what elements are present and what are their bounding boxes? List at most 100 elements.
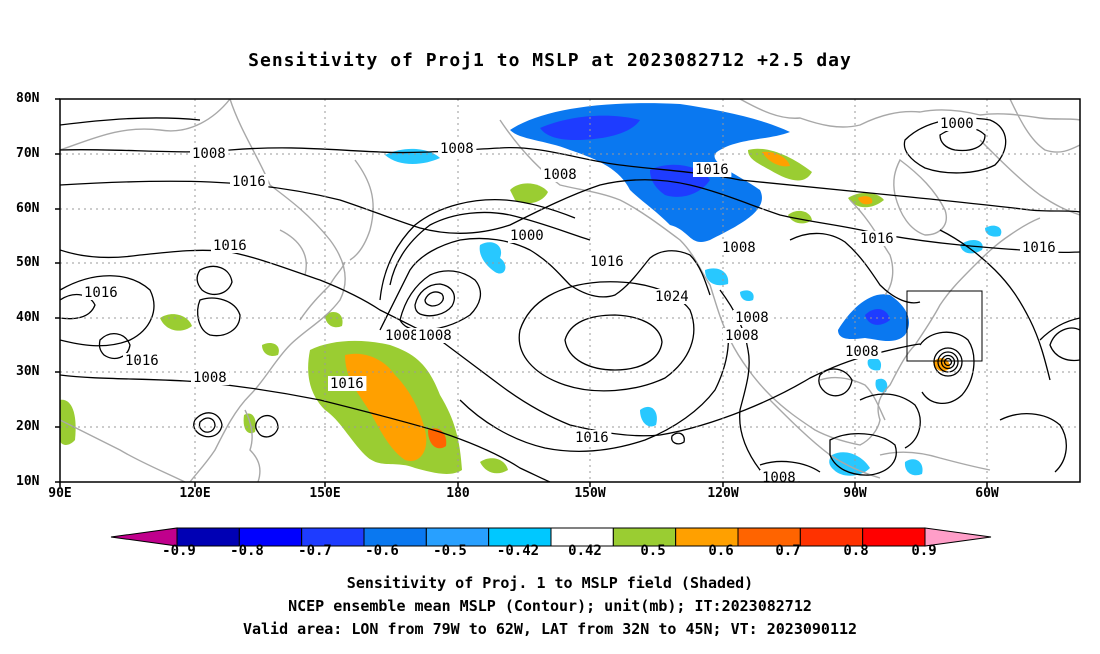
- contour-line: [424, 291, 444, 307]
- contour-label: 1016: [232, 174, 266, 190]
- caribbean-coastline: [879, 451, 991, 471]
- contour-label-background: [858, 231, 897, 246]
- lat-label-10n: 10N: [16, 474, 40, 489]
- contour-label: 1016: [695, 162, 729, 178]
- colorbar-tick-label: 0.5: [640, 543, 666, 559]
- map-title: Sensitivity of Proj1 to MSLP at 20230827…: [248, 50, 852, 71]
- contour-label: 1024: [655, 289, 689, 305]
- colorbar-tick-label: 0.8: [843, 543, 869, 559]
- contour-label: 1008: [735, 310, 769, 326]
- lon-label-150e: 150E: [309, 486, 341, 501]
- hudson-coastline: [893, 158, 947, 236]
- contour-label-background: [508, 228, 547, 243]
- contour-label-background: [123, 353, 162, 368]
- japan-coastline: [299, 261, 346, 321]
- contour-label-background: [573, 430, 612, 445]
- lon-label-150w: 150W: [574, 486, 606, 501]
- negative-sensitivity-region: [705, 268, 729, 286]
- contour-line: [98, 333, 131, 359]
- contour-line: [60, 179, 1080, 254]
- contour-line: [564, 314, 663, 371]
- negative-sensitivity-region: [867, 358, 882, 371]
- contour-label: 1016: [860, 231, 894, 247]
- contour-line: [859, 393, 921, 449]
- negative-sensitivity-region: [829, 452, 870, 476]
- contour-label-background: [438, 141, 477, 156]
- negative-sensitivity-region: [479, 242, 506, 274]
- lon-label-120w: 120W: [707, 486, 739, 501]
- graticule: [60, 99, 1080, 482]
- positive-sensitivity-region: [325, 312, 343, 328]
- negative-sensitivity-core: [540, 115, 640, 140]
- colorbar-tick-label: 0.7: [775, 543, 801, 559]
- contour-label-background: [588, 254, 627, 269]
- footer-caption-line-2: NCEP ensemble mean MSLP (Contour); unit(…: [288, 597, 812, 615]
- colorbar-tick-label: 0.6: [708, 543, 734, 559]
- contour-label: 1008: [543, 167, 577, 183]
- colorbar: [110, 527, 992, 547]
- contour-line: [196, 265, 233, 296]
- lat-label-50n: 50N: [16, 255, 40, 270]
- lat-label-80n: 80N: [16, 91, 40, 106]
- contour-label-background: [383, 328, 422, 343]
- contour-line: [60, 117, 201, 126]
- contour-label-background: [541, 167, 580, 182]
- asia-coastline: [279, 229, 307, 276]
- map-frame: [59, 98, 1081, 483]
- negative-sensitivity-core: [865, 308, 890, 325]
- contour-label: 1008: [440, 141, 474, 157]
- contour-label-background: [328, 376, 367, 391]
- contour-line: [829, 433, 897, 476]
- colorbar-extend-max: [924, 527, 992, 547]
- positive-sensitivity-region: [858, 196, 873, 205]
- sensitivity-shading: [60, 103, 1002, 476]
- lat-label-40n: 40N: [16, 310, 40, 325]
- contour-line: [939, 229, 1051, 381]
- contour-line: [919, 331, 975, 404]
- colorbar-tick-label: 0.42: [568, 543, 602, 559]
- hurricane-contour: [943, 357, 953, 367]
- lat-label-20n: 20N: [16, 419, 40, 434]
- contour-label: 1008: [192, 146, 226, 162]
- colorbar-tick-label: -0.5: [433, 543, 467, 559]
- contour-line: [379, 199, 576, 301]
- contour-label-background: [693, 162, 732, 177]
- contour-line: [759, 460, 821, 473]
- lat-label-60n: 60N: [16, 201, 40, 216]
- asia-coastline: [60, 419, 186, 482]
- positive-sensitivity-region: [262, 343, 279, 356]
- hurricane-contour: [933, 347, 963, 377]
- lon-label-90e: 90E: [48, 486, 72, 501]
- contour-label-background: [211, 238, 250, 253]
- negative-sensitivity-region: [985, 225, 1002, 237]
- lon-label-120e: 120E: [179, 486, 211, 501]
- contour-label-background: [230, 174, 269, 189]
- contour-label-background: [653, 289, 692, 304]
- contour-label: 1008: [725, 328, 759, 344]
- contour-label: 1008: [722, 240, 756, 256]
- north-america-coastline: [499, 119, 1041, 446]
- contour-label: 1016: [330, 376, 364, 392]
- positive-sensitivity-region: [510, 183, 548, 204]
- contour-line: [1049, 327, 1080, 362]
- contour-line: [518, 281, 695, 392]
- contour-label: 1000: [510, 228, 544, 244]
- contour-label: 1016: [213, 238, 247, 254]
- contour-line: [459, 329, 730, 452]
- contour-label: 1008: [385, 328, 419, 344]
- lon-label-180: 180: [446, 486, 470, 501]
- contour-label: 1016: [84, 285, 118, 301]
- contour-label-background: [190, 146, 229, 161]
- colorbar-tick-label: -0.7: [298, 543, 332, 559]
- contour-label-background: [938, 116, 977, 131]
- north-america-coastline: [979, 139, 1080, 216]
- contour-line: [671, 432, 685, 445]
- greenland-coastline: [1009, 99, 1080, 153]
- contour-label: 1016: [590, 254, 624, 270]
- axis-ticks: [55, 98, 988, 487]
- footer-caption-line-3: Valid area: LON from 79W to 62W, LAT fro…: [242, 620, 858, 638]
- contour-line: [60, 275, 155, 347]
- negative-sensitivity-region: [904, 459, 923, 476]
- contour-label-background: [720, 240, 759, 255]
